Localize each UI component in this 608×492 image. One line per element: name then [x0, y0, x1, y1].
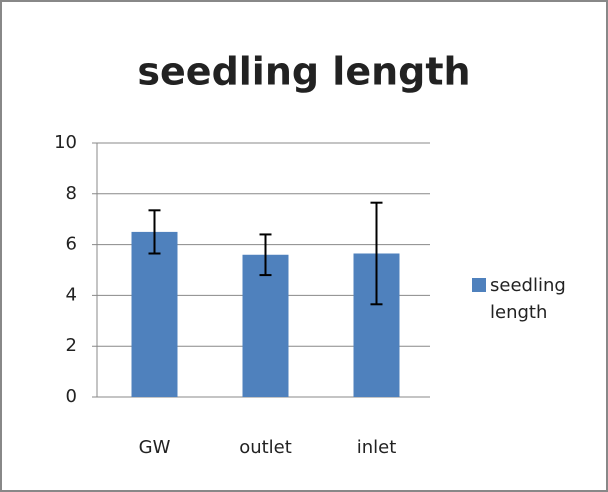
x-tick-label: GW [139, 437, 171, 458]
x-tick-label: inlet [357, 437, 397, 458]
chart-title: seedling length [137, 50, 470, 94]
y-tick-label: 2 [66, 335, 77, 356]
bar [131, 231, 178, 397]
legend-label: seedling length [490, 275, 566, 323]
y-tick-label: 6 [66, 234, 77, 255]
y-tick-label: 0 [66, 386, 77, 407]
x-tick-label: outlet [239, 437, 292, 458]
y-tick-label: 8 [66, 183, 77, 204]
y-tick-label: 10 [54, 132, 77, 153]
bar [242, 254, 289, 397]
legend-swatch [472, 278, 486, 292]
y-tick-label: 4 [66, 284, 77, 305]
